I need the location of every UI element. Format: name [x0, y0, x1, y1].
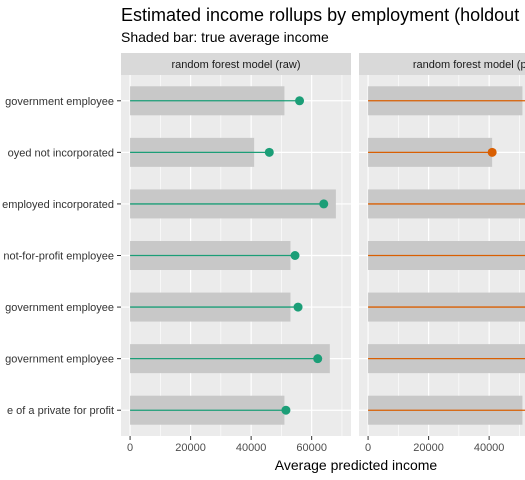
x-tick-label: 0 — [127, 442, 133, 454]
panel-1: random forest model (raw) 0 20000 40000 6000… — [2, 53, 351, 454]
x-tick-label: 20000 — [413, 442, 444, 454]
predicted-income-point — [295, 96, 305, 106]
predicted-income-point — [313, 354, 323, 364]
x-tick-label: 20000 — [175, 442, 206, 454]
x-tick-label: 40000 — [474, 442, 505, 454]
predicted-income-point — [290, 251, 300, 260]
panel-strip-label: random forest model (pol — [413, 59, 525, 71]
category-label: oyed not incorporated — [8, 147, 114, 159]
panels: random forest model (raw) 0 20000 40000 6000… — [2, 53, 525, 454]
category-label: not-for-profit employee — [3, 251, 114, 263]
x-tick-label: 60000 — [296, 442, 327, 454]
category-label: employed incorporated — [2, 199, 114, 211]
panel-strip-label: random forest model (raw) — [172, 59, 301, 71]
predicted-income-point — [487, 147, 497, 157]
category-label: e of a private for profit — [7, 405, 114, 417]
category-label: government employee — [5, 354, 114, 366]
predicted-income-point — [281, 405, 291, 415]
predicted-income-point — [293, 302, 303, 312]
x-axis-title: Average predicted income — [275, 457, 438, 473]
panel-strip — [121, 53, 351, 75]
x-tick-label: 0 — [365, 442, 371, 454]
x-tick-label: 40000 — [236, 442, 267, 454]
category-label: government employee — [5, 96, 114, 108]
chart-title: Estimated income rollups by employment (… — [121, 5, 525, 25]
panel-2: random forest model (pol0200004000060000 — [359, 53, 525, 454]
panel-strip — [359, 53, 525, 75]
predicted-income-point — [264, 147, 274, 157]
predicted-income-point — [319, 199, 329, 209]
chart-subtitle: Shaded bar: true average income — [121, 29, 329, 45]
category-label: government employee — [5, 302, 114, 314]
